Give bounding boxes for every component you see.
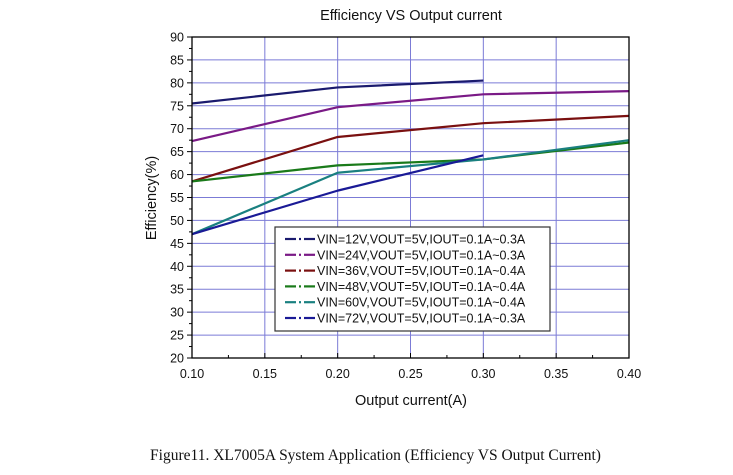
- chart-title: Efficiency VS Output current: [320, 8, 502, 24]
- legend-item: VIN=60V,VOUT=5V,IOUT=0.1A~0.4A: [285, 296, 526, 310]
- legend-item: VIN=12V,VOUT=5V,IOUT=0.1A~0.3A: [285, 233, 526, 247]
- y-tick-label: 65: [170, 145, 184, 159]
- y-tick-label: 55: [170, 191, 184, 205]
- y-tick-label: 35: [170, 283, 184, 297]
- x-axis-label: Output current(A): [355, 393, 467, 409]
- x-tick-label: 0.35: [544, 367, 568, 381]
- y-tick-label: 40: [170, 260, 184, 274]
- series-line-3: [191, 114, 630, 183]
- x-tick-label: 0.40: [617, 367, 641, 381]
- legend: VIN=12V,VOUT=5V,IOUT=0.1A~0.3AVIN=24V,VO…: [274, 226, 551, 332]
- series-line-4: [191, 141, 630, 183]
- y-tick-label: 85: [170, 53, 184, 67]
- y-tick-label: 75: [170, 99, 184, 113]
- x-axis-ticks: 0.10 0.15 0.20 0.25 0.30 0.35 0.40: [180, 353, 641, 381]
- legend-label: VIN=24V,VOUT=5V,IOUT=0.1A~0.3A: [317, 248, 526, 262]
- legend-label: VIN=12V,VOUT=5V,IOUT=0.1A~0.3A: [317, 233, 526, 247]
- x-tick-label: 0.30: [471, 367, 495, 381]
- legend-item: VIN=72V,VOUT=5V,IOUT=0.1A~0.3A: [285, 312, 526, 326]
- legend-label: VIN=72V,VOUT=5V,IOUT=0.1A~0.3A: [317, 312, 526, 326]
- x-tick-label: 0.10: [180, 367, 204, 381]
- series-line-2: [191, 90, 630, 143]
- x-tick-label: 0.20: [325, 367, 349, 381]
- y-tick-label: 30: [170, 306, 184, 320]
- legend-label: VIN=36V,VOUT=5V,IOUT=0.1A~0.4A: [317, 264, 526, 278]
- y-tick-label: 70: [170, 122, 184, 136]
- y-tick-label: 50: [170, 214, 184, 228]
- x-tick-label: 0.15: [253, 367, 277, 381]
- series-line-1: [191, 79, 484, 105]
- efficiency-chart: Efficiency VS Output current 0.10 0.15 0.2…: [144, 8, 641, 409]
- y-tick-label: 60: [170, 168, 184, 182]
- figure-caption: Figure11. XL7005A System Application (Ef…: [150, 447, 601, 464]
- series-line-5: [191, 139, 630, 236]
- series-line-6: [191, 154, 484, 236]
- legend-box: [274, 226, 551, 332]
- series-layer: [191, 79, 630, 236]
- y-tick-label: 90: [170, 31, 184, 45]
- legend-label: VIN=48V,VOUT=5V,IOUT=0.1A~0.4A: [317, 280, 526, 294]
- legend-item: VIN=48V,VOUT=5V,IOUT=0.1A~0.4A: [285, 280, 526, 294]
- y-tick-label: 80: [170, 76, 184, 90]
- legend-label: VIN=60V,VOUT=5V,IOUT=0.1A~0.4A: [317, 296, 526, 310]
- legend-item: VIN=36V,VOUT=5V,IOUT=0.1A~0.4A: [285, 264, 526, 278]
- y-axis-ticks: 20 25 30 35 40 45 50 55 60 65 70 75 80 85 90: [170, 31, 192, 366]
- legend-item: VIN=24V,VOUT=5V,IOUT=0.1A~0.3A: [285, 248, 526, 262]
- y-tick-label: 25: [170, 329, 184, 343]
- y-tick-label: 20: [170, 352, 184, 366]
- y-tick-label: 45: [170, 237, 184, 251]
- y-axis-label: Efficiency(%): [144, 156, 160, 240]
- x-tick-label: 0.25: [398, 367, 422, 381]
